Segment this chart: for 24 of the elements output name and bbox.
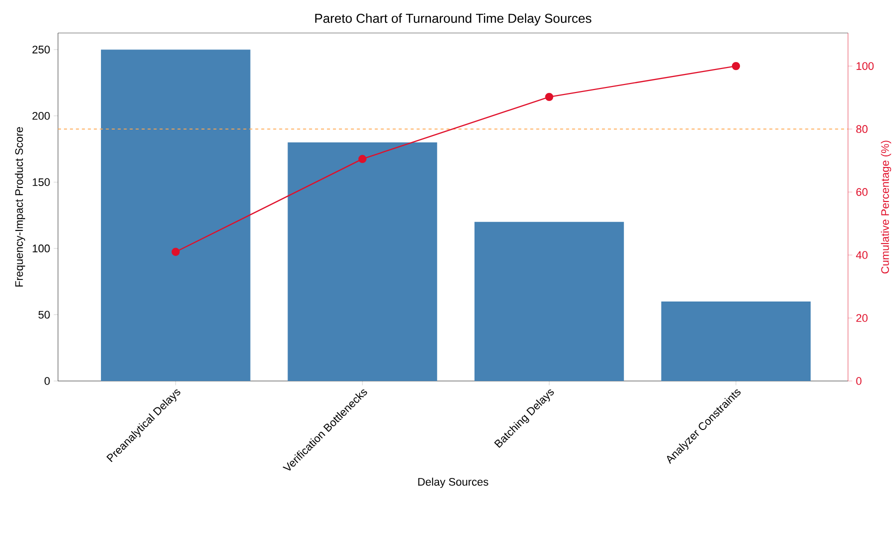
- y2-tick-label: 20: [856, 314, 868, 322]
- y-axis-title: Frequency-Impact Product Score: [14, 127, 26, 286]
- bar: [288, 142, 438, 381]
- y-tick-label: 0: [44, 377, 50, 385]
- point: [732, 62, 740, 70]
- point: [358, 154, 367, 164]
- bar: [661, 301, 811, 381]
- x-axis-title: Delay Sources: [418, 478, 488, 488]
- point: [172, 248, 180, 256]
- chart-title: Pareto Chart of Turnaround Time Delay Sources: [315, 13, 592, 26]
- y-tick-label: 150: [32, 178, 50, 186]
- y-tick-label: 50: [38, 310, 50, 319]
- y2-tick-label: 100: [856, 62, 874, 70]
- y2-tick-label: 40: [856, 251, 868, 259]
- y2-axis-title: Cumulative Percentage (%): [880, 140, 892, 274]
- bar: [474, 222, 624, 381]
- y2-tick-label: 80: [856, 125, 868, 133]
- y-tick-label: 100: [32, 244, 50, 252]
- bar: [100, 50, 250, 381]
- y2-tick-label: 0: [856, 377, 862, 385]
- y-tick-label: 200: [32, 112, 50, 120]
- y-tick-label: 250: [32, 46, 50, 54]
- point: [545, 92, 554, 102]
- y2-tick-label: 60: [856, 188, 868, 196]
